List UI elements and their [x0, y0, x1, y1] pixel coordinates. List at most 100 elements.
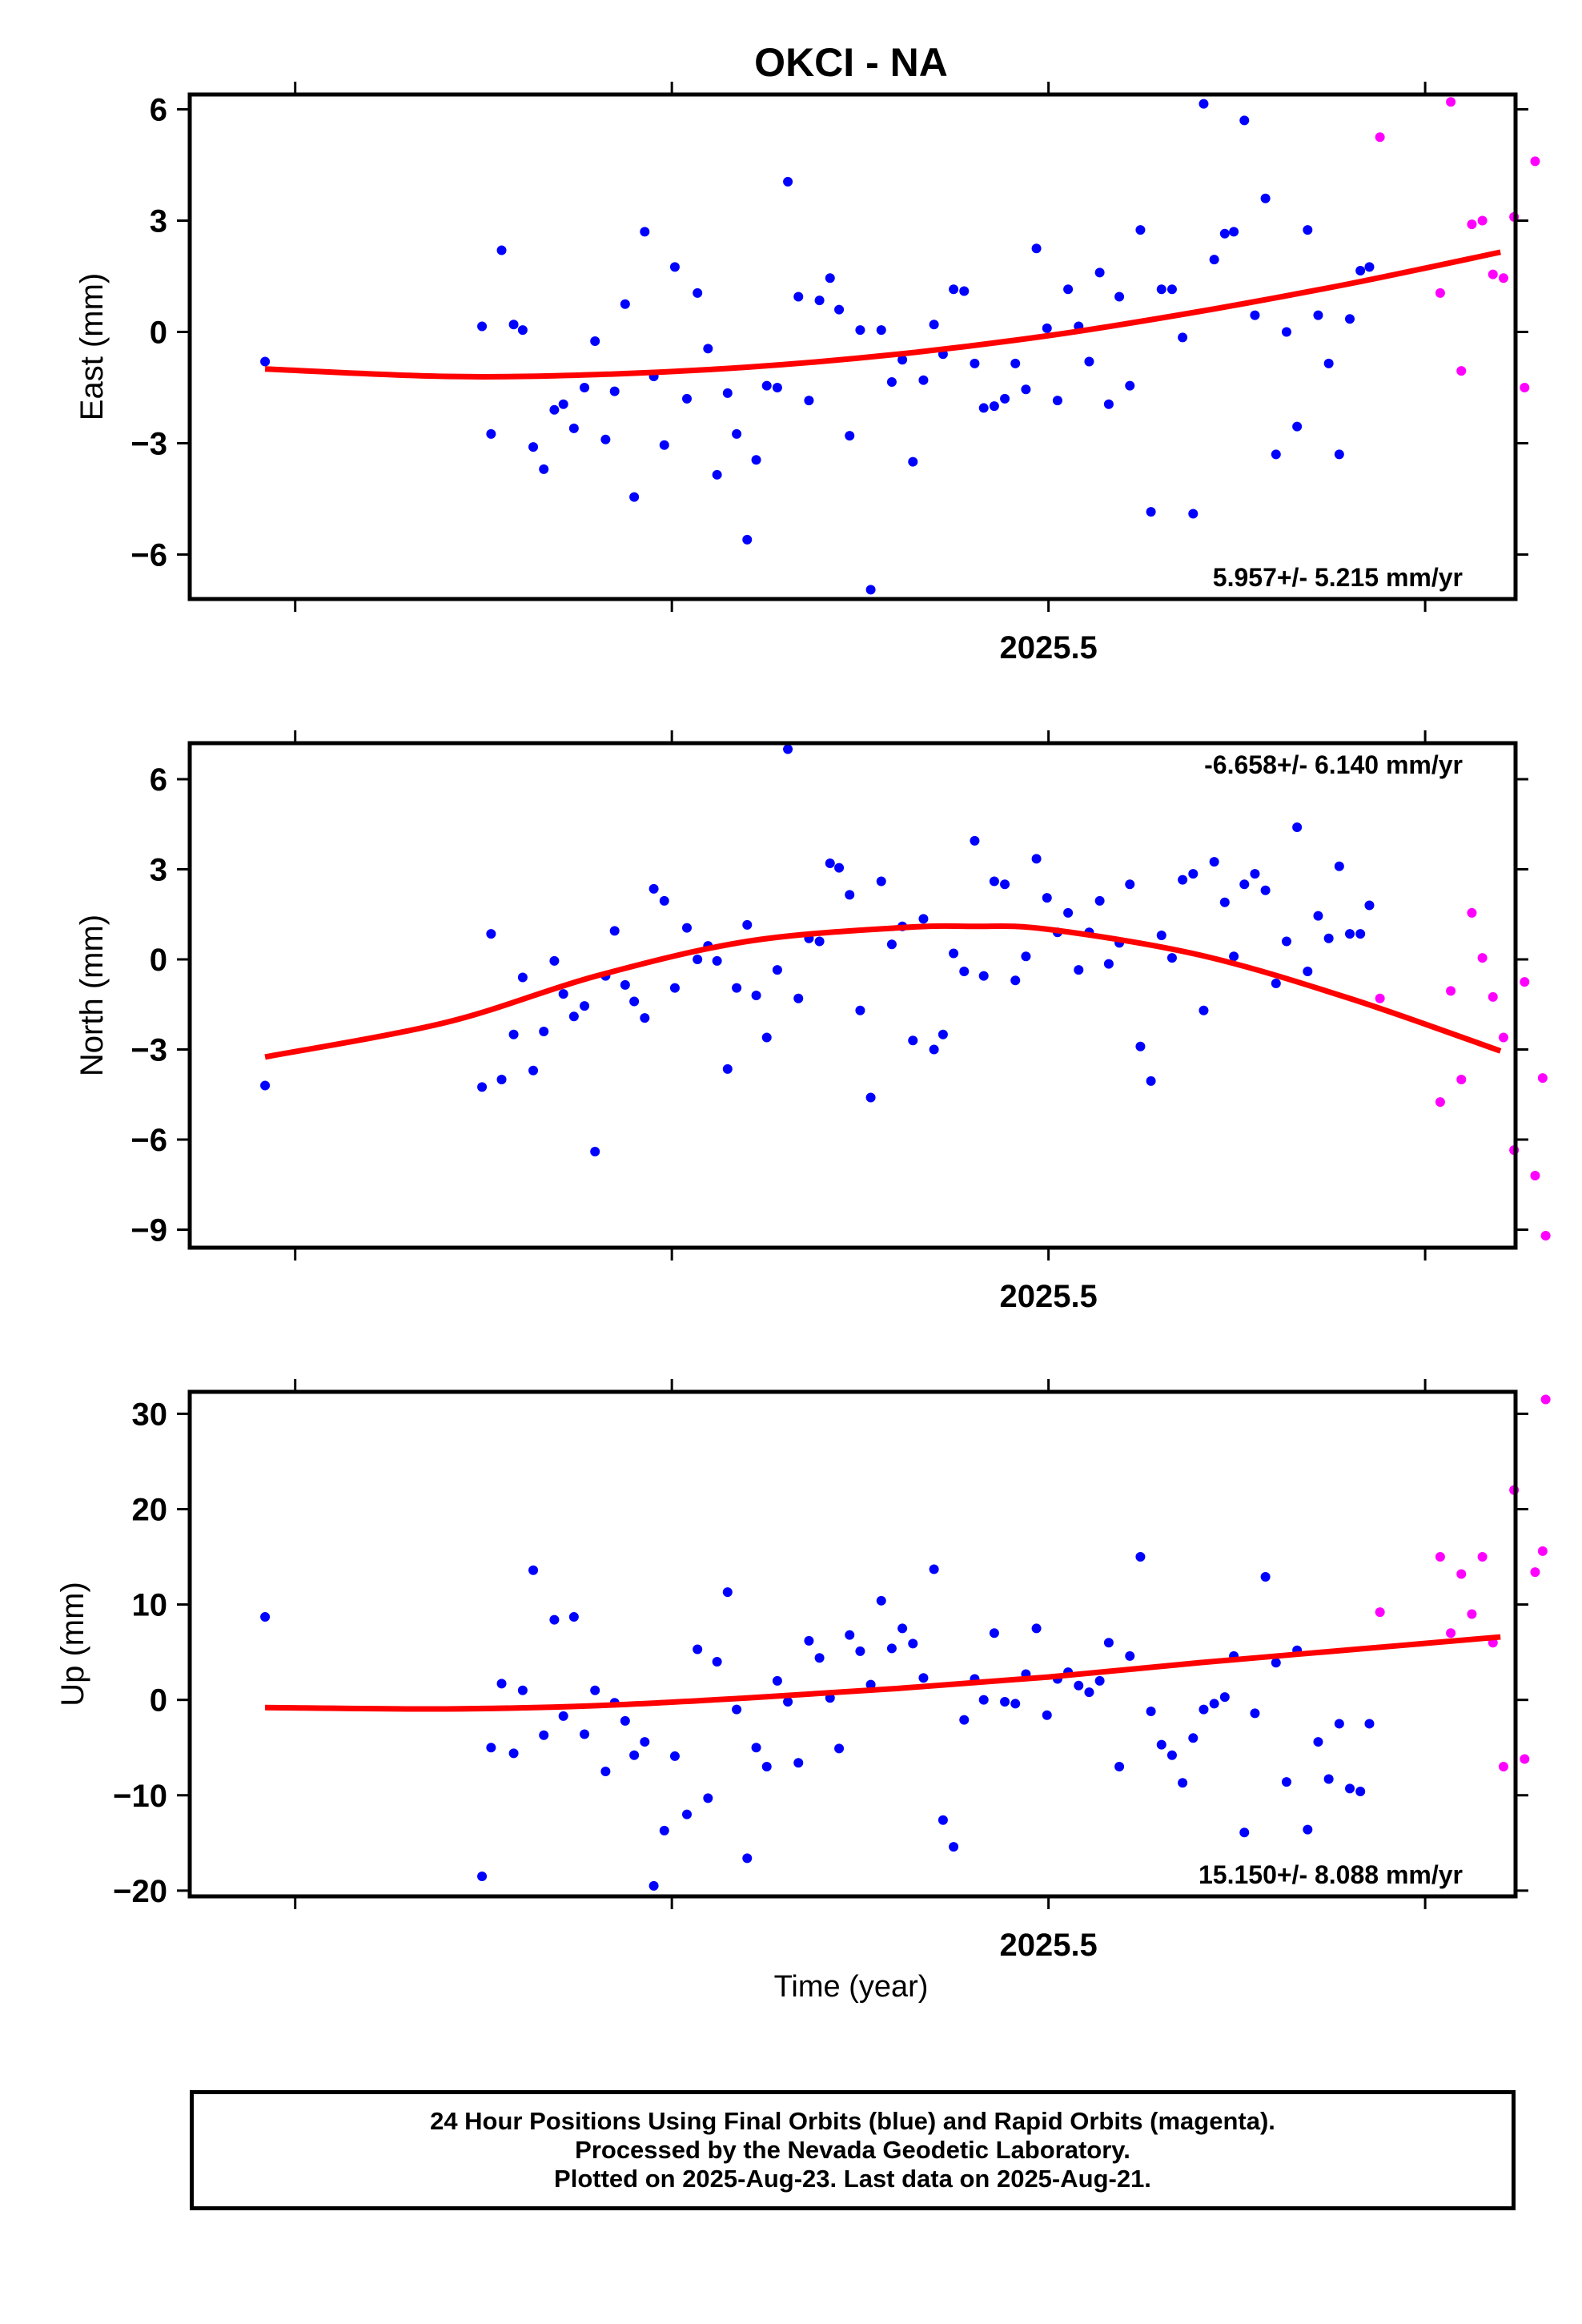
up-rate-label: 15.150+/- 8.088 mm/yr — [1199, 1860, 1463, 1889]
north-final-point — [486, 929, 496, 939]
north-final-point — [978, 971, 989, 981]
east-final-point — [558, 399, 568, 409]
x-axis-title: Time (year) — [774, 1970, 929, 2004]
up-rapid-point — [1375, 1607, 1385, 1618]
north-final-point — [1125, 879, 1135, 890]
east-final-point — [629, 492, 640, 502]
up-final-point — [1250, 1708, 1260, 1719]
east-rapid-point — [1498, 273, 1508, 283]
up-rapid-point — [1520, 1754, 1530, 1764]
up-final-point — [477, 1871, 488, 1881]
up-final-point — [549, 1614, 560, 1625]
east-final-point — [1178, 332, 1188, 343]
east-final-point — [1063, 284, 1074, 295]
up-final-point — [620, 1715, 630, 1726]
panel-up: −20 −10 0 10 20 30 2025.5 Up (mm) 15.150+/- 8.08… — [55, 1379, 1551, 1963]
east-final-point — [1094, 267, 1105, 278]
north-final-point — [772, 965, 782, 975]
east-ytick-label: 3 — [150, 204, 167, 239]
up-final-point — [855, 1646, 865, 1656]
east-final-point — [580, 382, 590, 392]
up-final-point — [793, 1758, 804, 1768]
east-final-point — [865, 585, 876, 595]
east-final-point — [918, 375, 929, 385]
up-plot-frame — [187, 1389, 1518, 1899]
panel-north: −9 −6 −3 0 3 6 2025.5 North (mm) -6.658+/- 6.140… — [74, 730, 1551, 1314]
east-final-point — [1188, 509, 1199, 519]
north-final-point — [1250, 869, 1260, 879]
east-final-point — [539, 464, 549, 474]
east-final-point — [876, 325, 886, 336]
up-final-point — [814, 1653, 825, 1663]
north-rapid-point — [1488, 991, 1498, 1002]
north-final-point — [814, 936, 825, 947]
up-final-point — [1345, 1783, 1355, 1794]
east-final-point — [1219, 228, 1230, 239]
footer-line-dates: Plotted on 2025-Aug-23. Last data on 202… — [554, 2165, 1151, 2193]
up-final-point — [558, 1711, 568, 1721]
east-final-point — [477, 321, 488, 332]
north-final-point — [1146, 1076, 1156, 1086]
east-final-point — [1135, 225, 1146, 235]
east-final-point — [590, 336, 600, 347]
north-final-point — [1271, 979, 1281, 988]
east-plot-frame — [187, 92, 1518, 601]
north-final-point — [669, 983, 680, 993]
up-final-point — [978, 1695, 989, 1705]
up-rapid-point — [1467, 1609, 1477, 1619]
north-final-point — [1345, 929, 1355, 939]
up-ytick-label: 20 — [132, 1492, 168, 1527]
east-final-point — [1229, 227, 1239, 237]
up-final-point — [1313, 1737, 1323, 1747]
east-fit-line — [264, 249, 1501, 380]
up-final-point — [1094, 1675, 1105, 1686]
up-final-point — [1323, 1774, 1334, 1784]
east-final-point — [978, 403, 989, 413]
north-final-point — [1219, 897, 1230, 907]
north-ytick-label: −3 — [130, 1033, 167, 1068]
up-final-point — [539, 1730, 549, 1740]
north-final-point — [949, 948, 959, 959]
east-final-point — [1042, 323, 1052, 333]
up-final-point — [1031, 1623, 1042, 1634]
east-final-point — [1031, 243, 1042, 254]
up-final-point — [1334, 1719, 1344, 1729]
up-final-point — [732, 1704, 742, 1715]
up-final-point — [659, 1825, 669, 1835]
up-final-point — [1135, 1552, 1146, 1562]
north-plot-frame — [187, 741, 1518, 1250]
up-ytick-label: −10 — [113, 1779, 167, 1814]
north-final-point — [260, 1080, 271, 1091]
north-final-point — [1260, 885, 1271, 895]
east-final-point — [517, 325, 528, 336]
east-final-point — [260, 356, 271, 367]
north-final-point — [1334, 861, 1344, 871]
north-final-point — [1229, 951, 1239, 962]
east-axis-title: East (mm) — [74, 273, 110, 420]
up-final-point — [1010, 1699, 1021, 1709]
up-final-point — [1364, 1719, 1375, 1729]
east-final-point — [1355, 266, 1366, 276]
up-final-point — [989, 1628, 999, 1638]
up-final-point — [722, 1587, 733, 1598]
north-final-point — [1135, 1041, 1146, 1051]
east-rapid-point — [1456, 366, 1467, 376]
up-axis-title: Up (mm) — [55, 1582, 90, 1707]
north-final-point — [568, 1011, 579, 1022]
up-ytick-label: −20 — [113, 1874, 167, 1909]
up-final-point — [486, 1743, 496, 1753]
east-final-point — [549, 404, 560, 415]
north-final-point — [793, 993, 804, 1003]
east-final-point — [528, 442, 539, 452]
north-rate-label: -6.658+/- 6.140 mm/yr — [1204, 750, 1463, 779]
north-final-point — [1239, 879, 1250, 890]
east-final-point — [814, 296, 825, 306]
north-final-point — [783, 744, 793, 754]
up-final-point — [1084, 1687, 1094, 1698]
up-final-point — [772, 1675, 782, 1686]
north-final-point — [590, 1147, 600, 1156]
north-final-point — [1021, 951, 1031, 962]
up-ytick-label: 30 — [132, 1397, 168, 1432]
east-final-point — [751, 455, 761, 465]
north-rapid-point — [1435, 1097, 1445, 1108]
